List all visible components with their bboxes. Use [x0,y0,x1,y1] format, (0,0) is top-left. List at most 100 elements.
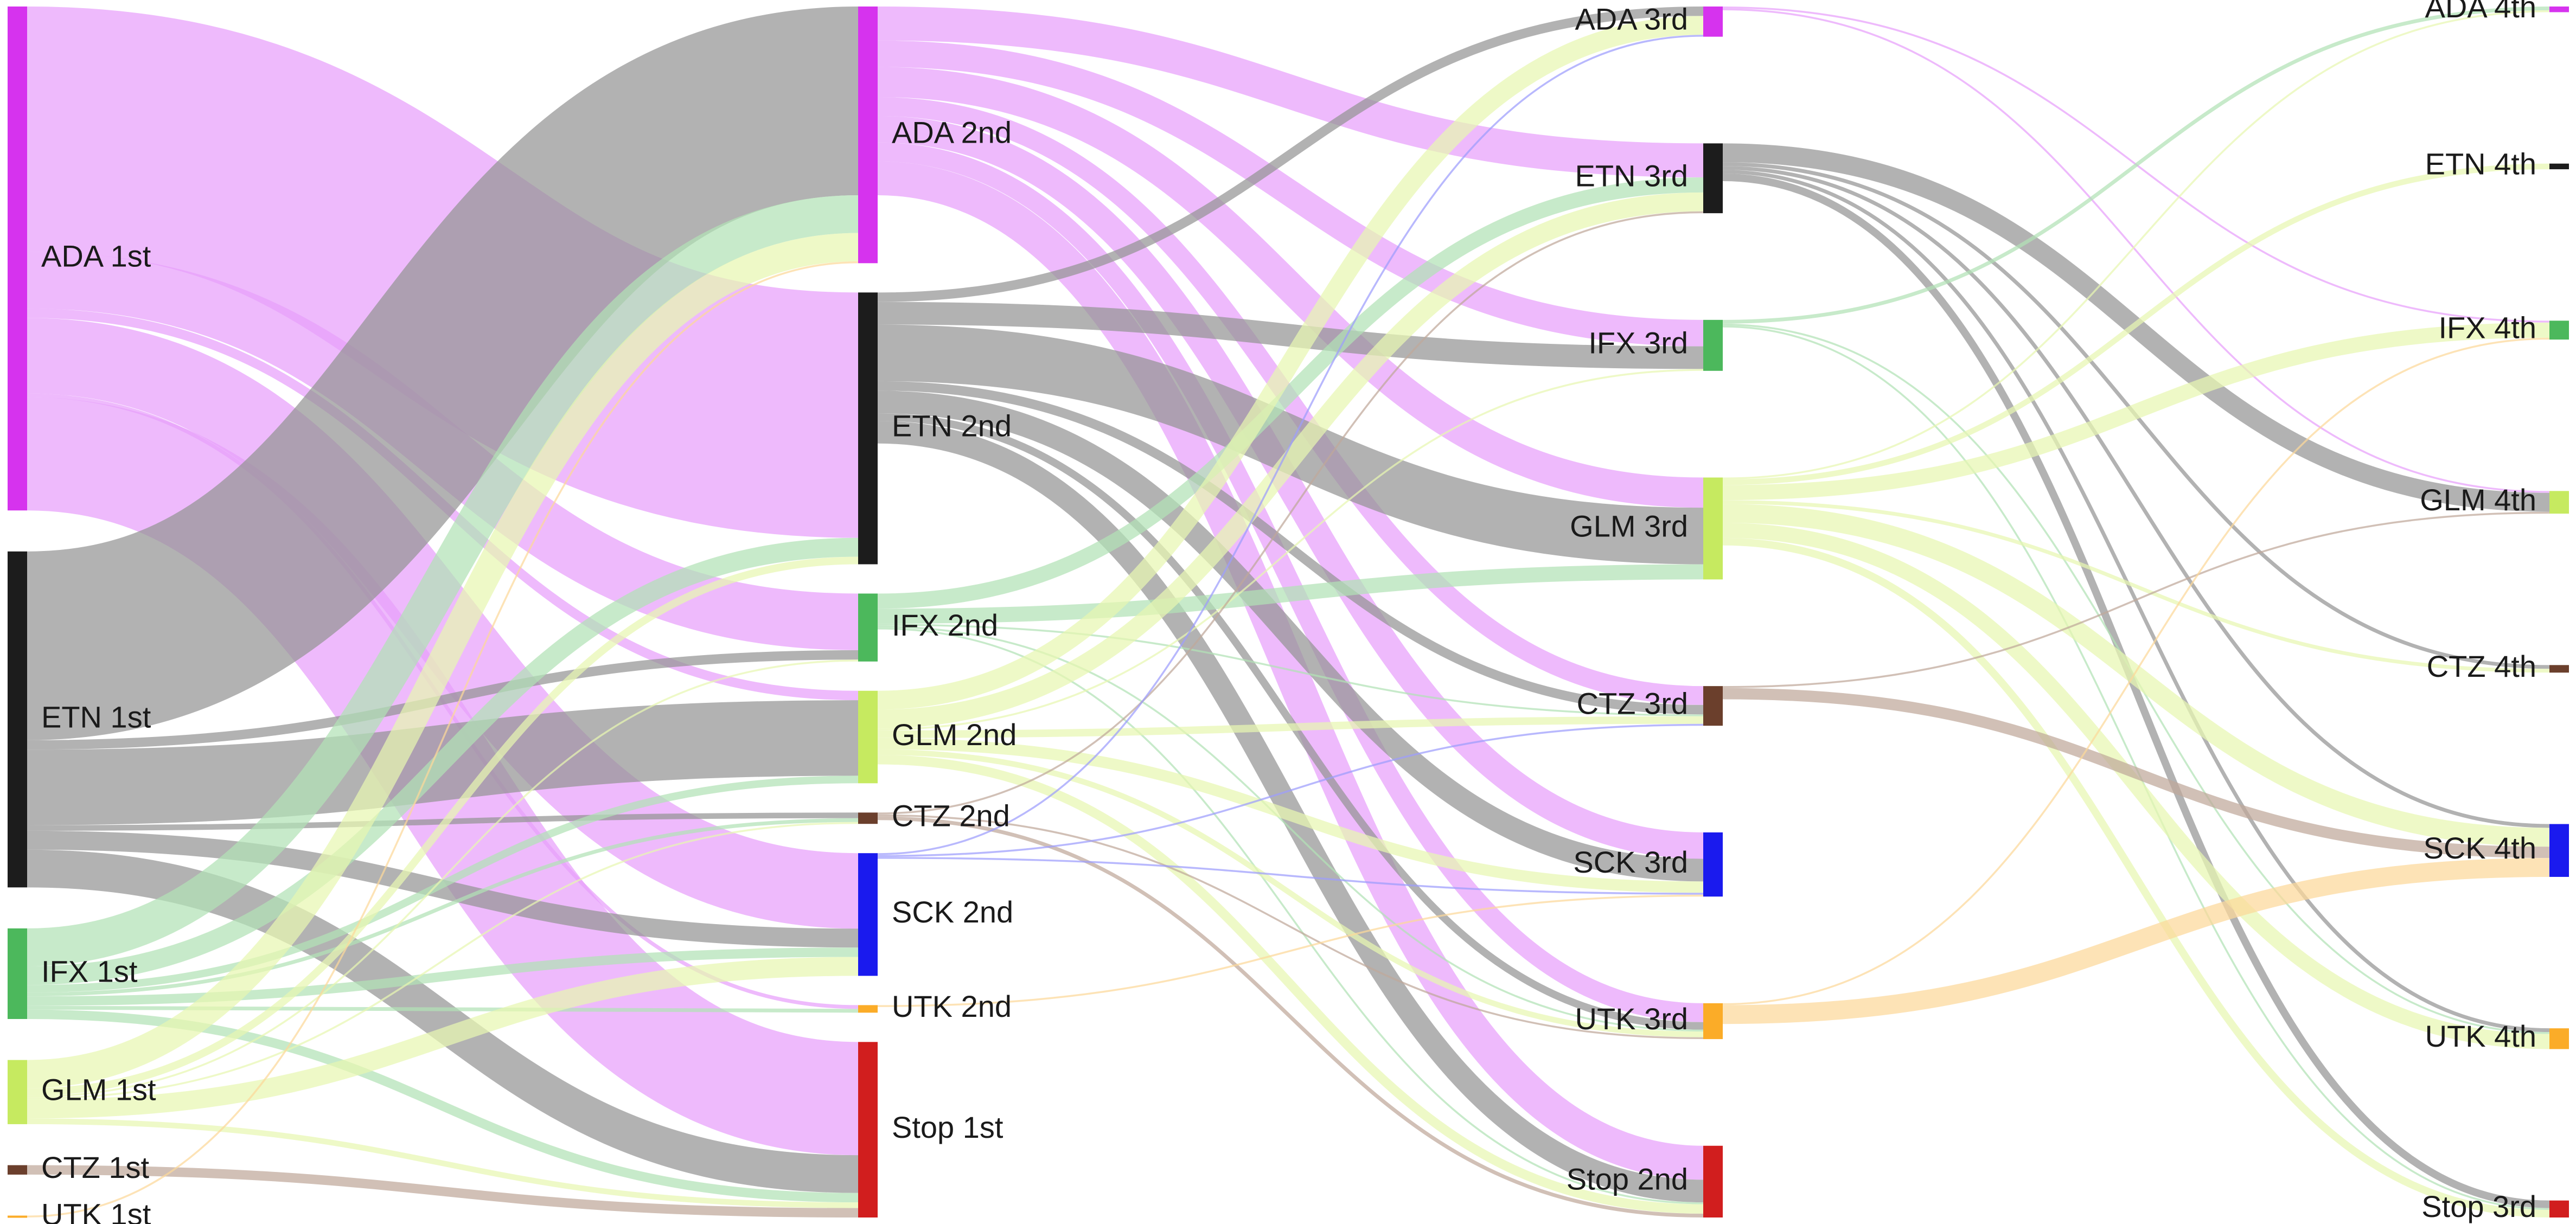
node-ada4 [2549,7,2569,12]
node-label-ifx4: IFX 4th [2438,311,2536,345]
node-etn4 [2549,163,2569,170]
link-ifx1-to-ada2 [27,195,859,966]
node-sck3 [1703,832,1723,897]
node-ada3 [1703,7,1723,37]
link-etn2-to-sck3 [877,390,1704,882]
node-label-ada4: ADA 4th [2425,0,2536,24]
link-ada2-to-utk3 [877,142,1704,1022]
labels-layer: ADA 1st ETN 1st IFX 1st GLM 1st CTZ 1st UTK 1… [41,0,2536,1224]
link-glm2-to-stop2 [877,755,1704,1214]
node-label-sck2: SCK 2nd [892,895,1013,929]
node-ctz4 [2549,665,2569,673]
link-etn3-to-sck4 [1722,166,2550,828]
node-label-stop1: Stop 1st [892,1110,1003,1144]
link-glm2-to-ada3 [877,16,1704,710]
node-stop2 [1703,1145,1723,1217]
link-ctz2-to-stop2 [877,816,1704,1218]
link-etn2-to-utk3 [877,413,1704,1030]
node-label-etn1: ETN 1st [41,700,151,734]
link-glm2-to-utk3 [877,749,1704,1037]
link-etn2-to-ada3 [877,7,1704,302]
link-etn3-to-utk4 [1722,170,2550,1033]
node-glm1 [8,1060,27,1124]
node-label-utk1: UTK 1st [41,1197,151,1224]
node-label-utk4: UTK 4th [2425,1019,2536,1053]
link-etn3-to-stop3 [1722,174,2550,1208]
link-ada2-to-ifx3 [877,40,1704,347]
node-label-ctz4: CTZ 4th [2427,649,2536,683]
node-utk1 [8,1215,27,1218]
links-layer [25,7,2550,1218]
link-etn1-to-ifx2 [27,650,859,750]
link-ifx1-to-ctz2 [27,818,859,997]
node-label-glm1: GLM 1st [41,1073,156,1107]
node-utk4 [2549,1028,2569,1049]
link-sck2-to-ctz3 [877,723,1704,857]
node-label-ifx2: IFX 2nd [892,608,998,642]
link-ifx1-to-glm2 [27,776,859,993]
link-glm1-to-ada2 [27,233,859,1088]
link-etn2-to-ifx3 [877,302,1704,369]
link-glm3-to-stop3 [1722,537,2550,1218]
link-glm1-to-etn2 [27,556,859,1096]
node-label-ada2: ADA 2nd [892,115,1012,149]
node-label-ada3: ADA 3rd [1575,2,1688,36]
node-label-stop2: Stop 2nd [1567,1162,1688,1196]
link-ctz2-to-etn3 [877,211,1704,815]
link-ctz1-to-stop1 [27,1165,859,1218]
link-ctz3-to-glm4 [1722,511,2550,688]
node-ifx2 [858,593,878,662]
node-etn1 [8,551,27,888]
link-glm2-to-ifx3 [877,369,1704,730]
link-utk1-to-ada2 [27,261,859,1218]
node-ifx1 [8,928,27,1019]
link-glm1-to-ctz2 [27,822,859,1100]
link-sck2-to-sck3 [877,857,1704,895]
node-ada2 [858,7,878,264]
node-ada1 [8,7,27,511]
node-etn3 [1703,143,1723,214]
node-label-etn2: ETN 2nd [892,409,1012,443]
node-label-sck4: SCK 4th [2423,831,2536,865]
node-glm3 [1703,477,1723,580]
link-glm1-to-ifx2 [27,659,859,1098]
node-label-utk3: UTK 3rd [1575,1002,1689,1036]
link-sck2-to-ada3 [877,35,1704,855]
link-ifx1-to-utk2 [27,1005,859,1013]
link-glm3-to-utk4 [1722,523,2550,1049]
link-ada2-to-etn3 [877,7,1704,178]
node-ctz2 [858,812,878,824]
link-utk2-to-sck3 [877,894,1704,1007]
link-ifx2-to-etn3 [877,177,1704,609]
link-etn1-to-ada2 [25,7,860,740]
nodes-layer [8,7,2569,1218]
link-glm3-to-sck4 [1722,504,2550,847]
link-glm1-to-stop1 [27,1118,859,1208]
link-ifx2-to-ctz3 [877,624,1704,716]
node-stop3 [2549,1200,2569,1217]
link-glm2-to-sck3 [877,738,1704,893]
node-glm4 [2549,491,2569,514]
node-etn2 [858,292,878,565]
node-label-ifx3: IFX 3rd [1588,326,1688,360]
link-ifx1-to-sck2 [27,947,859,1006]
link-ada2-to-sck3 [877,116,1704,859]
link-etn1-to-sck2 [27,830,859,948]
link-ifx3-to-ada4 [1722,7,2550,324]
node-label-glm3: GLM 3rd [1570,509,1688,543]
node-label-utk2: UTK 2nd [892,989,1012,1023]
node-utk2 [858,1005,878,1013]
node-label-ctz3: CTZ 3rd [1577,686,1688,720]
node-ifx3 [1703,319,1723,371]
node-label-glm2: GLM 2nd [892,717,1017,752]
link-ctz3-to-sck4 [1722,688,2550,858]
node-label-ada1: ADA 1st [41,239,151,273]
link-ada2-to-glm3 [877,67,1704,508]
link-utk3-to-sck4 [1722,858,2550,1024]
link-glm2-to-etn3 [877,192,1704,729]
node-label-stop3: Stop 3rd [2421,1189,2536,1223]
link-ctz2-to-utk3 [877,814,1704,1040]
link-glm1-to-sck2 [27,957,859,1119]
link-glm2-to-ctz3 [877,716,1704,738]
